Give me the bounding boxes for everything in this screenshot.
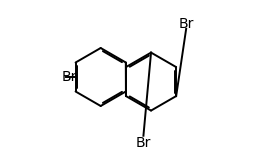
Text: Br: Br (178, 17, 194, 31)
Text: Br: Br (62, 70, 77, 84)
Text: Br: Br (136, 136, 151, 150)
